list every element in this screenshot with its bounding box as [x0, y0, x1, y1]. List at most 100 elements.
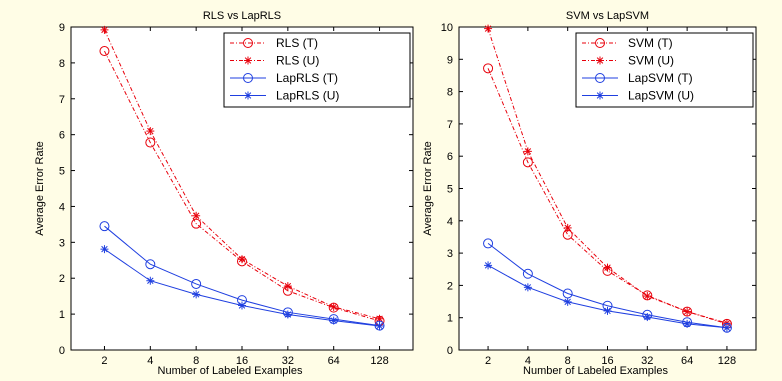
legend-item: RLS (T): [230, 36, 318, 50]
data-point: [643, 292, 652, 301]
legend-item: RLS (U): [230, 54, 319, 68]
y-tick-label: 8: [447, 87, 453, 99]
x-tick-label: 4: [147, 355, 153, 367]
y-tick-label: 4: [447, 216, 453, 228]
data-point: [283, 282, 292, 291]
legend-label: RLS (U): [276, 54, 319, 68]
y-tick-label: 9: [59, 22, 65, 34]
data-point: [192, 290, 201, 299]
legend-label: LapSVM (T): [628, 71, 693, 85]
legend-marker: [244, 91, 252, 100]
y-tick-label: 5: [59, 166, 65, 178]
legend-item: LapSVM (U): [582, 89, 694, 103]
y-tick-label: 0: [59, 345, 65, 357]
data-point: [329, 302, 338, 311]
legend-marker: [596, 91, 604, 100]
legend-label: SVM (U): [628, 54, 674, 68]
data-point: [146, 127, 155, 136]
y-tick-label: 1: [447, 313, 453, 325]
legend-marker: [596, 56, 604, 65]
data-point: [484, 261, 493, 270]
y-tick-label: 4: [59, 201, 65, 213]
legend-marker: [244, 56, 252, 65]
legend-marker: [243, 73, 253, 83]
legend-item: LapSVM (T): [582, 71, 693, 85]
series-line: [487, 68, 728, 325]
data-point: [191, 278, 202, 289]
x-axis-label: Number of Labeled Examples: [158, 365, 303, 377]
y-axis-label: Average Error Rate: [34, 141, 46, 236]
x-tick-label: 16: [601, 355, 613, 367]
data-point: [682, 306, 693, 317]
legend-item: LapRLS (T): [230, 71, 338, 85]
x-tick-label: 8: [193, 355, 199, 367]
chart-panel-2: SVM vs LapSVM 2 4 8 16 32 64 128 0 1 2 3 4 5 6 7 8 9 10 Num…: [422, 10, 757, 377]
data-point: [484, 24, 493, 33]
legend-label: LapSVM (U): [628, 89, 694, 103]
data-point: [99, 221, 110, 232]
x-axis-label: Number of Labeled Examples: [523, 365, 668, 377]
data-point: [683, 319, 692, 328]
x-tick-label: 2: [101, 355, 107, 367]
legend-item: SVM (T): [582, 36, 673, 50]
data-point: [146, 276, 155, 285]
data-point: [238, 301, 246, 310]
data-point: [483, 63, 494, 74]
y-tick-label: 6: [447, 151, 453, 163]
y-tick-label: 7: [59, 94, 65, 106]
legend-label: LapRLS (T): [276, 71, 338, 85]
data-point: [522, 157, 533, 168]
legend-box: [223, 32, 411, 108]
data-point: [523, 283, 532, 292]
y-tick-label: 3: [447, 248, 453, 260]
data-point: [563, 223, 572, 232]
data-point: [643, 313, 652, 322]
data-point: [99, 46, 110, 57]
y-tick-label: 2: [447, 280, 453, 292]
legend-item: LapRLS (U): [230, 89, 339, 103]
x-tick-label: 32: [641, 355, 653, 367]
x-tick-label: 128: [718, 355, 736, 367]
data-point: [683, 307, 692, 316]
x-tick-label: 64: [328, 355, 340, 367]
series-4: [484, 261, 731, 332]
y-axis-label: Average Error Rate: [422, 141, 434, 236]
x-tick-label: 8: [565, 355, 571, 367]
y-tick-label: 6: [59, 130, 65, 142]
legend-label: RLS (T): [276, 36, 318, 50]
legend-label: SVM (T): [628, 36, 673, 50]
legend-item: SVM (U): [582, 54, 674, 68]
data-point: [523, 147, 532, 156]
data-point: [100, 25, 109, 34]
series-2: [484, 24, 731, 328]
legend-marker: [595, 73, 605, 83]
series-2: [100, 25, 384, 323]
data-point: [522, 268, 533, 279]
chart-title: SVM vs LapSVM: [566, 10, 649, 22]
data-point: [563, 297, 572, 306]
legend-marker: [243, 38, 253, 48]
data-point: [192, 211, 201, 220]
data-point: [145, 259, 156, 270]
y-tick-label: 10: [441, 22, 453, 34]
y-tick-label: 0: [447, 345, 453, 357]
legend: RLS (T) RLS (U) LapRLS (T) LapRLS (U): [223, 32, 411, 108]
y-tick-label: 2: [59, 273, 65, 285]
data-point: [375, 321, 384, 330]
x-tick-label: 32: [282, 355, 294, 367]
legend-box: [575, 32, 754, 108]
data-point: [145, 137, 156, 148]
legend-marker: [595, 38, 605, 48]
x-tick-label: 128: [370, 355, 388, 367]
chart-title: RLS vs LapRLS: [203, 10, 281, 22]
y-tick-label: 5: [447, 184, 453, 196]
legend: SVM (T) SVM (U) LapSVM (T) LapSVM (U): [575, 32, 754, 108]
x-tick-label: 4: [525, 355, 531, 367]
y-tick-label: 8: [59, 58, 65, 70]
data-point: [329, 316, 338, 325]
data-point: [238, 255, 246, 264]
y-tick-label: 9: [447, 54, 453, 66]
data-point: [483, 238, 494, 249]
y-tick-label: 1: [59, 309, 65, 321]
